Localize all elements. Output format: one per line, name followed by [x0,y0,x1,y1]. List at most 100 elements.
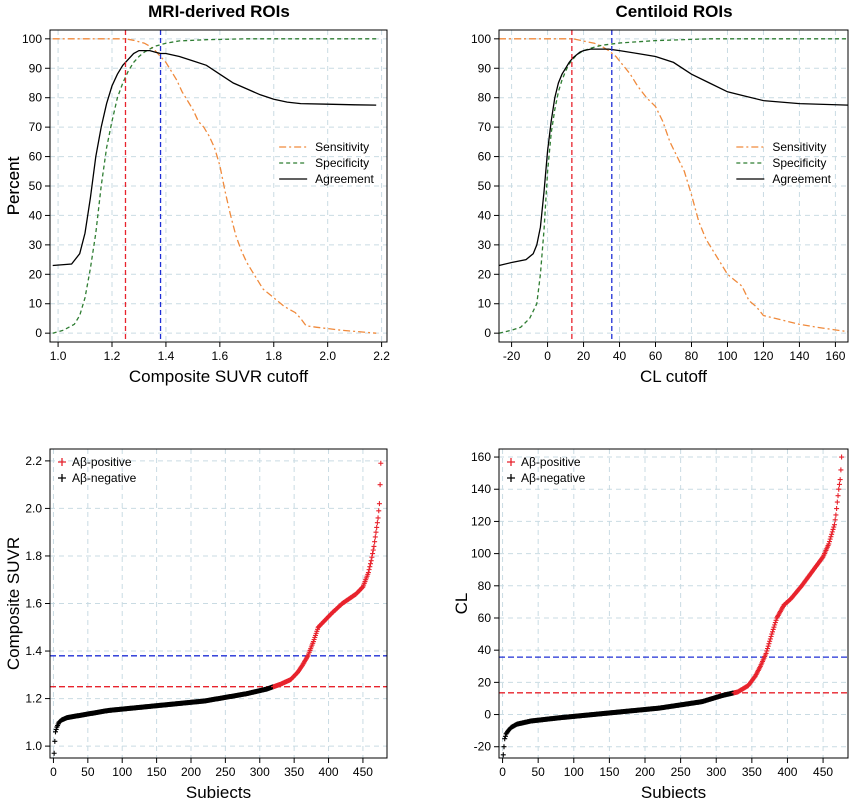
legend-label-negative: Aβ-negative [521,471,586,485]
y-tick-label: 2.0 [25,501,42,515]
point-positive [378,460,384,466]
point-positive [766,641,772,647]
legend-label-specificity: Specificity [315,156,369,170]
point-positive [838,467,844,473]
point-negative [502,733,508,739]
y-tick-label: 100 [471,547,491,561]
x-tick-label: 1.2 [104,349,121,363]
y-tick-label: 2.2 [25,454,42,468]
point-positive [373,529,379,535]
y-tick-label: 0 [35,326,42,340]
y-tick-label: 60 [478,611,492,625]
x-tick-label: 2.2 [373,349,390,363]
point-positive [826,539,832,545]
point-positive [767,636,773,642]
point-positive [372,534,378,540]
point-negative [53,726,59,732]
x-tick-label: 120 [753,349,773,363]
x-tick-label: 350 [742,765,762,779]
chart-title: MRI-derived ROIs [148,2,290,21]
y-tick-label: 1.2 [25,692,42,706]
y-tick-label: 30 [478,238,492,252]
y-tick-label: 0 [484,326,491,340]
point-positive [366,567,372,573]
point-negative [500,752,506,758]
y-tick-label: 160 [471,450,491,464]
y-axis-label: Percent [4,156,23,215]
x-tick-label: 0 [499,765,506,779]
y-tick-label: 100 [471,32,491,46]
y-tick-label: 20 [478,675,492,689]
x-tick-label: 300 [250,765,270,779]
point-positive [773,617,779,623]
x-tick-label: 200 [181,765,201,779]
x-tick-label: 250 [215,765,235,779]
chart-title: Centiloid ROIs [615,2,732,21]
point-positive [367,564,373,570]
plot-frame [49,448,388,759]
x-tick-label: 0 [544,349,551,363]
x-axis-label: Composite SUVR cutoff [129,367,308,386]
series-line-agreement [498,48,849,267]
point-positive [829,531,835,537]
y-tick-label: 1.0 [25,739,42,753]
point-negative [502,736,508,742]
legend-label-positive: Aβ-positive [521,455,581,469]
point-positive [767,638,773,644]
point-positive [372,539,378,545]
point-positive [370,551,376,557]
x-axis-label: CL cutoff [640,367,707,386]
y-tick-label: 30 [29,238,43,252]
point-positive [770,629,776,635]
point-positive [831,524,837,530]
point-positive [833,512,839,518]
x-tick-label: 50 [531,765,545,779]
x-tick-label: 2.0 [319,349,336,363]
series-line-sensitivity [499,38,849,333]
x-tick-label: 400 [319,765,339,779]
point-positive [765,643,771,649]
y-tick-label: 10 [478,297,492,311]
point-positive [769,631,775,637]
x-tick-label: 400 [777,765,797,779]
legend-label-negative: Aβ-negative [72,471,137,485]
point-positive [763,650,769,656]
x-tick-label: -20 [503,349,521,363]
point-positive [768,633,774,639]
point-positive [837,477,843,483]
x-tick-label: 300 [706,765,726,779]
x-tick-label: 1.6 [212,349,229,363]
x-tick-label: 20 [577,349,591,363]
y-tick-label: 80 [478,91,492,105]
point-positive [371,543,377,549]
point-positive [376,508,382,514]
x-tick-label: 1.8 [265,349,282,363]
y-tick-label: 140 [471,482,491,496]
panel-4 [494,448,849,763]
legend-marker-negative [507,474,515,482]
x-axis-label: Subjects [186,783,251,798]
series-line-agreement [52,49,377,267]
y-axis-label: CL [452,593,471,615]
y-tick-label: 1.8 [25,549,42,563]
scatter-points [500,454,845,758]
panel-1 [45,29,388,347]
point-positive [836,481,842,487]
y-tick-label: 80 [29,91,43,105]
y-tick-label: 90 [29,61,43,75]
x-tick-label: 350 [284,765,304,779]
point-positive [376,501,382,507]
x-tick-label: 450 [813,765,833,779]
x-tick-label: 0 [50,765,57,779]
legend-marker-negative [58,474,66,482]
series-line-specificity [498,38,848,334]
x-tick-label: 100 [564,765,584,779]
y-tick-label: 40 [478,643,492,657]
point-positive [819,555,825,561]
point-negative [501,744,507,750]
point-positive [367,561,373,567]
x-tick-label: 150 [147,765,167,779]
y-tick-label: 40 [29,208,43,222]
point-positive [835,493,841,499]
